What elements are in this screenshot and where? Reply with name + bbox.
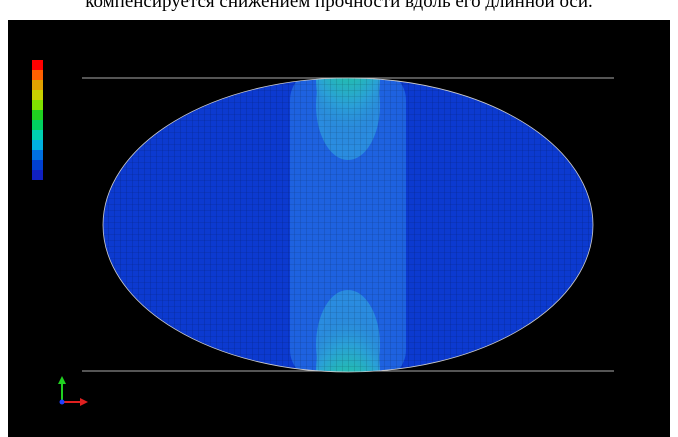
page: компенсируется снижением прочности вдоль… bbox=[0, 0, 678, 437]
fea-image bbox=[0, 0, 678, 437]
color-legend bbox=[32, 60, 43, 180]
